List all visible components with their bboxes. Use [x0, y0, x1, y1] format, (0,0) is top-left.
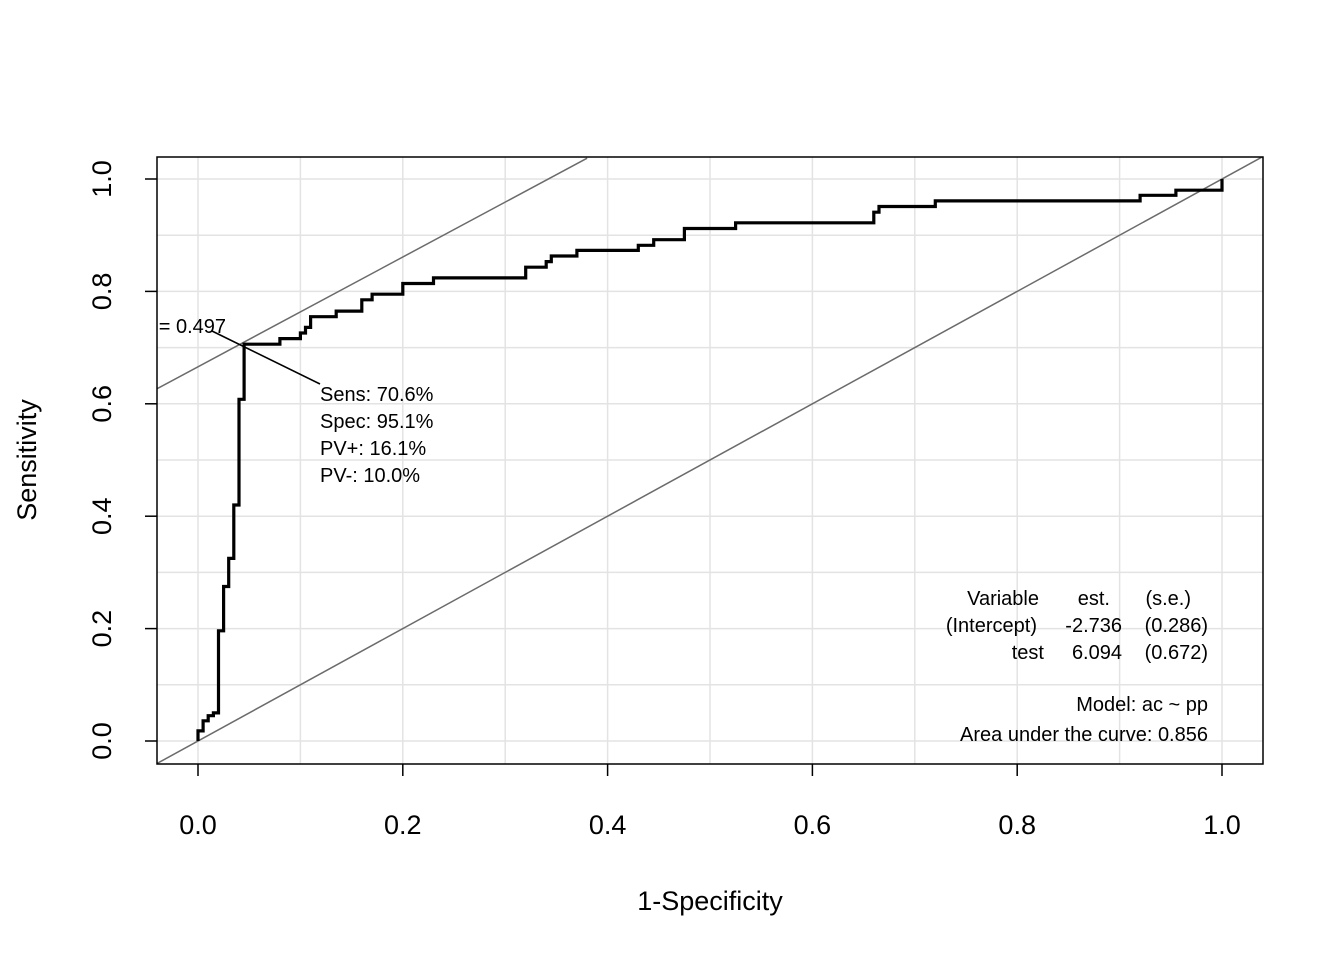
plot-frame [156, 156, 1264, 765]
coefficient-table: Variable est. (s.e.) (Intercept) -2.736 … [946, 588, 1208, 664]
x-tick-label: 0.6 [794, 810, 832, 840]
model-label: Model: ac ~ pp [1076, 694, 1208, 716]
coef-row-est: 6.094 [1072, 642, 1122, 664]
x-tick-label: 0.2 [384, 810, 422, 840]
y-tick-label: 1.0 [87, 160, 117, 198]
ppv-label: PV+: 16.1% [320, 438, 426, 460]
x-tick-label: 0.0 [179, 810, 217, 840]
annotation-pointer-line [211, 330, 321, 385]
coef-row-variable: test [1012, 642, 1045, 664]
sens-label: Sens: 70.6% [320, 384, 434, 406]
iso-accuracy-line [157, 157, 588, 390]
coef-header-est: est. [1078, 588, 1110, 610]
y-tick-label: 0.0 [87, 722, 117, 760]
y-tick-label: 0.2 [87, 610, 117, 648]
x-axis-title: 1-Specificity [637, 886, 783, 916]
optimal-point-annotation: = 0.497 Sens: 70.6% Spec: 95.1% PV+: 16.… [159, 316, 434, 487]
y-tick-label: 0.8 [87, 273, 117, 311]
x-tick-label: 1.0 [1203, 810, 1241, 840]
y-axis-title: Sensitivity [12, 399, 42, 521]
axes: 0.0 0.2 0.4 0.6 0.8 1.0 0.0 0.2 0.4 0.6 0.8 1.0 [87, 160, 1241, 840]
spec-label: Spec: 95.1% [320, 411, 434, 433]
grid [157, 157, 1263, 764]
coef-header-variable: Variable [967, 588, 1039, 610]
roc-curve-line [196, 179, 1224, 741]
coef-header-se: (s.e.) [1145, 588, 1191, 610]
y-tick-label: 0.6 [87, 385, 117, 423]
x-tick-label: 0.8 [998, 810, 1036, 840]
coef-row-se: (0.672) [1145, 642, 1208, 664]
npv-label: PV-: 10.0% [320, 465, 420, 487]
cutoff-label: = 0.497 [159, 316, 226, 338]
coef-row-est: -2.736 [1065, 615, 1122, 637]
auc-label: Area under the curve: 0.856 [960, 724, 1208, 746]
coef-row-se: (0.286) [1145, 615, 1208, 637]
coef-row-variable: (Intercept) [946, 615, 1037, 637]
reference-diagonal-line [157, 157, 1263, 764]
x-tick-label: 0.4 [589, 810, 627, 840]
y-tick-label: 0.4 [87, 497, 117, 535]
